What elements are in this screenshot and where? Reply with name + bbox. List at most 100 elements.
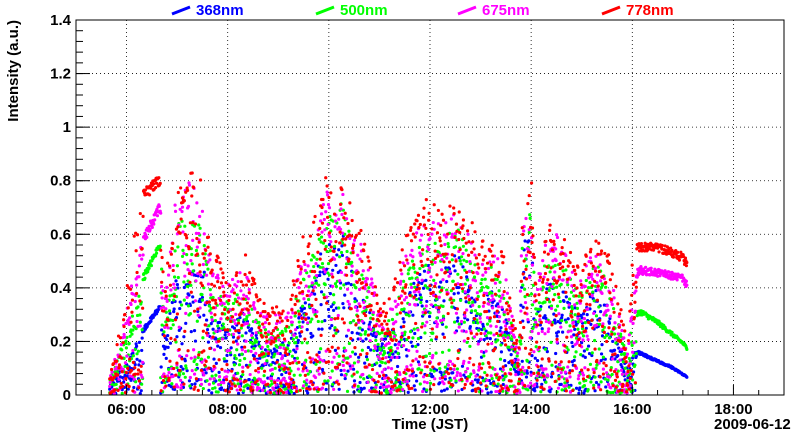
data-point (370, 281, 374, 285)
data-point (405, 379, 409, 384)
data-point (610, 272, 614, 276)
data-point (233, 377, 237, 382)
data-point (278, 352, 282, 356)
data-point (631, 354, 636, 358)
data-point (192, 185, 196, 190)
data-point (275, 305, 279, 309)
data-point (454, 259, 458, 263)
data-point (210, 268, 214, 272)
data-point (417, 290, 421, 294)
data-point (635, 314, 639, 318)
data-point (485, 336, 489, 340)
data-point (491, 297, 495, 301)
data-point (437, 306, 441, 310)
data-point (438, 381, 442, 385)
data-point (459, 319, 464, 324)
data-point (334, 263, 338, 268)
data-point (546, 252, 550, 256)
data-point (518, 333, 522, 337)
data-point (115, 359, 119, 363)
data-point (306, 391, 310, 395)
data-point (573, 303, 577, 307)
data-point (542, 275, 546, 279)
data-point (595, 298, 599, 302)
data-point (251, 303, 256, 307)
data-point (171, 241, 175, 245)
data-point (429, 338, 434, 342)
data-point (202, 270, 206, 274)
data-point (364, 330, 368, 334)
data-point (351, 244, 356, 248)
data-point (362, 249, 366, 253)
data-point (453, 320, 457, 324)
data-point (168, 311, 172, 315)
data-point (357, 389, 361, 393)
data-point (626, 339, 631, 343)
data-point (387, 360, 391, 364)
data-point (220, 337, 224, 341)
data-point (254, 369, 258, 373)
data-point (527, 193, 531, 198)
data-point (270, 306, 275, 310)
data-point (599, 388, 603, 392)
data-point (224, 359, 229, 363)
data-point (164, 297, 168, 301)
data-point (114, 382, 118, 387)
data-point (181, 230, 185, 234)
series-778nm (108, 171, 689, 395)
data-point (331, 382, 335, 386)
data-point (611, 390, 615, 395)
data-point (588, 307, 592, 311)
data-point (425, 365, 429, 369)
data-point (415, 278, 420, 282)
data-point (567, 305, 571, 309)
data-point (320, 230, 324, 234)
data-point (437, 285, 441, 289)
data-point (335, 365, 339, 369)
data-point (306, 252, 311, 256)
data-point (408, 330, 413, 334)
data-point (556, 386, 561, 390)
data-point (180, 342, 184, 346)
data-point (544, 316, 548, 320)
data-point (514, 341, 518, 346)
data-point (457, 285, 461, 290)
data-point (410, 386, 414, 390)
data-point (180, 357, 184, 361)
data-point (367, 290, 371, 294)
data-point (535, 323, 540, 327)
data-point (493, 367, 497, 371)
data-point (552, 242, 556, 246)
data-point (244, 283, 249, 287)
data-point (390, 307, 395, 311)
data-point (321, 203, 326, 207)
data-point (645, 272, 649, 277)
data-point (292, 380, 296, 385)
data-point (236, 378, 240, 382)
data-point (444, 221, 448, 225)
data-point (488, 319, 492, 323)
data-point (212, 377, 216, 381)
data-point (232, 363, 237, 367)
data-point (568, 375, 572, 379)
data-point (612, 306, 616, 311)
data-point (556, 367, 560, 371)
data-point (409, 363, 413, 367)
data-point (181, 248, 185, 252)
data-point (301, 235, 305, 239)
data-point (317, 366, 321, 370)
data-point (325, 193, 330, 197)
data-point (265, 359, 269, 363)
data-point (558, 266, 562, 271)
data-point (188, 384, 192, 388)
data-point (240, 352, 244, 356)
data-point (223, 369, 227, 373)
data-point (481, 322, 485, 326)
data-point (569, 335, 574, 339)
data-point (378, 385, 383, 390)
data-point (420, 368, 424, 372)
data-point (330, 360, 334, 364)
data-point (238, 271, 242, 275)
data-point (302, 364, 307, 368)
data-point (400, 331, 404, 335)
